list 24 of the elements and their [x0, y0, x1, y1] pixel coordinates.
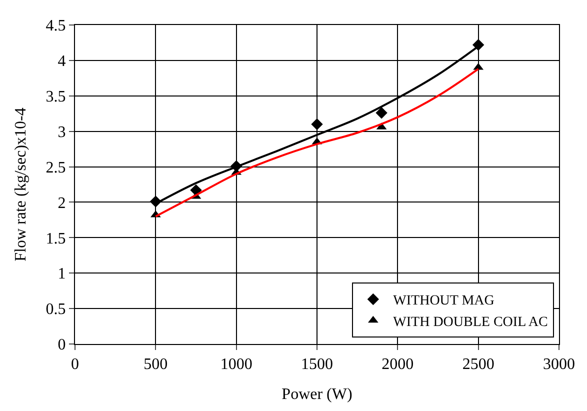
y-tick-label: 4.5: [46, 18, 66, 35]
x-tick-label: 1500: [301, 356, 333, 374]
x-tick-label: 2000: [382, 356, 414, 374]
point: [472, 39, 484, 51]
x-tick-label: 1000: [220, 356, 252, 374]
x-tick-label: 3000: [543, 356, 575, 374]
y-tick-label: 3: [58, 124, 66, 141]
y-axis-title: Flow rate (kg/sec)x10-4: [12, 108, 30, 262]
y-tick-label: 1: [58, 266, 66, 283]
legend-label: WITH DOUBLE COIL AC: [393, 314, 548, 330]
point: [311, 118, 323, 130]
legend-label: WITHOUT MAG: [393, 294, 494, 309]
y-tick-label: 2: [58, 194, 66, 212]
y-tick-label: 3.5: [46, 88, 66, 106]
point: [376, 107, 388, 119]
x-tick-label: 500: [144, 356, 168, 374]
y-tick-label: 4: [58, 53, 66, 70]
y-tick-label: 1.5: [46, 230, 66, 248]
y-tick-label: 0.5: [46, 301, 66, 318]
x-tick-label: 0: [71, 356, 79, 374]
x-axis-title: Power (W): [282, 386, 352, 403]
x-tick-label: 2500: [462, 356, 494, 374]
y-tick-label: 2.5: [46, 159, 66, 176]
y-tick-label: 0: [58, 336, 66, 354]
